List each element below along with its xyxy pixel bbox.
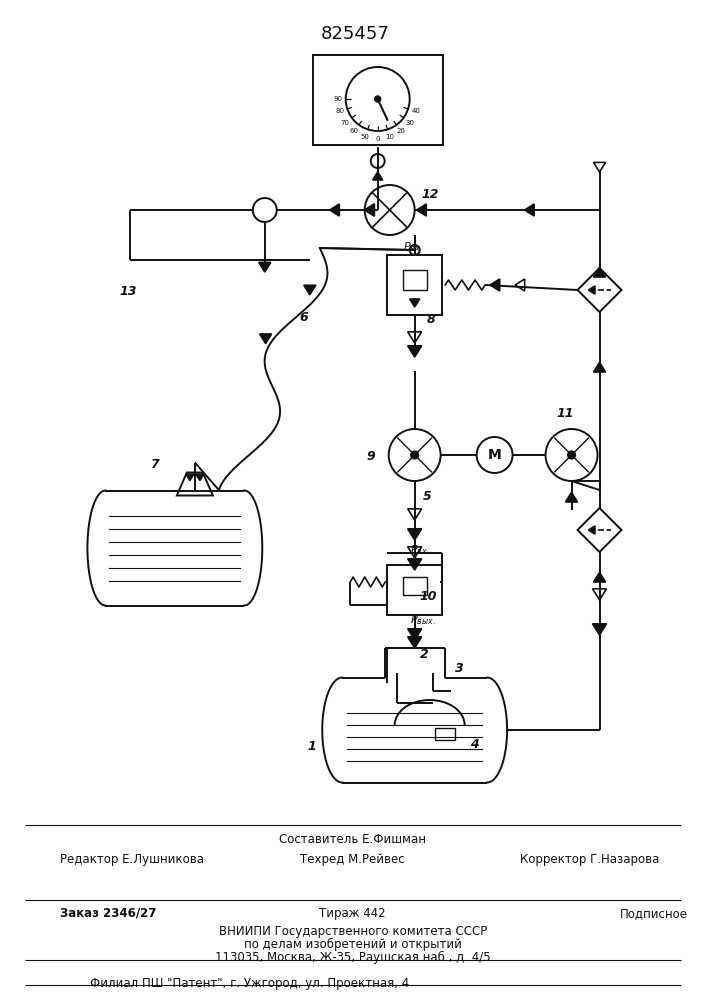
Text: $P_{вх.}$: $P_{вх.}$: [409, 543, 429, 557]
Polygon shape: [592, 624, 607, 635]
Text: 13: 13: [120, 285, 137, 298]
Bar: [387, 565, 442, 615]
Polygon shape: [304, 285, 316, 295]
Polygon shape: [490, 279, 500, 291]
Text: Заказ 2346/27: Заказ 2346/27: [60, 907, 156, 920]
Polygon shape: [592, 589, 607, 600]
Text: Составитель Е.Фишман: Составитель Е.Фишман: [279, 833, 426, 846]
Text: 10: 10: [385, 134, 395, 140]
Polygon shape: [196, 474, 204, 481]
Polygon shape: [578, 268, 621, 312]
Text: 11: 11: [556, 407, 574, 420]
Polygon shape: [408, 529, 421, 540]
Polygon shape: [177, 473, 213, 495]
Polygon shape: [408, 629, 421, 640]
Text: 4: 4: [469, 738, 479, 751]
Text: 30: 30: [406, 120, 414, 126]
Text: Подписное: Подписное: [619, 907, 687, 920]
Text: 50: 50: [361, 134, 370, 140]
Text: по делам изобретений и открытий: по делам изобретений и открытий: [244, 938, 462, 951]
Text: 60: 60: [350, 128, 358, 134]
Text: Техред М.Рейвес: Техред М.Рейвес: [300, 853, 405, 866]
Text: 825457: 825457: [320, 25, 389, 43]
Polygon shape: [186, 474, 194, 481]
Polygon shape: [588, 526, 595, 534]
Text: Корректор Г.Назарова: Корректор Г.Назарова: [520, 853, 660, 866]
Polygon shape: [408, 547, 421, 558]
Text: 0: 0: [375, 136, 380, 142]
Polygon shape: [593, 572, 605, 582]
Polygon shape: [515, 279, 525, 291]
Polygon shape: [408, 637, 421, 648]
Bar: [312, 55, 443, 145]
Polygon shape: [408, 509, 421, 520]
Polygon shape: [593, 267, 605, 277]
Text: $P_{вых.}$: $P_{вых.}$: [409, 613, 436, 627]
Text: 7: 7: [150, 458, 158, 471]
Polygon shape: [525, 204, 534, 216]
Polygon shape: [373, 172, 382, 180]
Polygon shape: [593, 162, 605, 172]
Bar: [387, 255, 442, 315]
Text: 3: 3: [455, 662, 463, 676]
Text: 12: 12: [421, 188, 439, 201]
Text: ВНИИПИ Государственного комитета СССР: ВНИИПИ Государственного комитета СССР: [218, 925, 487, 938]
Polygon shape: [408, 332, 421, 343]
Text: Филиал ПШ "Патент", г. Ужгород, ул. Проектная, 4: Филиал ПШ "Патент", г. Ужгород, ул. Прое…: [90, 977, 409, 990]
Text: 40: 40: [411, 108, 420, 114]
Text: 113035, Москва, Ж-35, Раушская наб., д. 4/5: 113035, Москва, Ж-35, Раушская наб., д. …: [215, 951, 491, 964]
Polygon shape: [593, 362, 605, 372]
Polygon shape: [329, 204, 339, 216]
Polygon shape: [365, 204, 374, 216]
Circle shape: [375, 96, 380, 102]
Text: Тираж 442: Тираж 442: [320, 907, 386, 920]
Text: 2: 2: [420, 648, 428, 660]
Text: M: M: [488, 448, 501, 462]
Text: 1: 1: [308, 740, 316, 753]
Text: 9: 9: [367, 450, 375, 463]
Polygon shape: [566, 492, 578, 502]
Circle shape: [411, 451, 419, 459]
Text: 10: 10: [420, 590, 437, 603]
Text: 5: 5: [423, 490, 431, 503]
Polygon shape: [588, 286, 595, 294]
Text: Редактор Е.Лушникова: Редактор Е.Лушникова: [60, 853, 204, 866]
Circle shape: [568, 451, 575, 459]
Bar: [435, 728, 455, 740]
Text: 6: 6: [300, 311, 308, 324]
Polygon shape: [578, 508, 621, 552]
Polygon shape: [408, 559, 421, 570]
Text: $P_{вх.}$: $P_{вх.}$: [403, 240, 422, 254]
Text: 90: 90: [333, 96, 342, 102]
Polygon shape: [365, 204, 374, 216]
Bar: [403, 270, 426, 290]
Text: 70: 70: [341, 120, 350, 126]
Polygon shape: [259, 334, 271, 344]
Polygon shape: [408, 346, 421, 357]
Polygon shape: [409, 299, 420, 307]
Polygon shape: [259, 262, 271, 272]
Text: 80: 80: [335, 108, 344, 114]
Text: 8: 8: [426, 313, 436, 326]
Text: 20: 20: [397, 128, 406, 134]
Polygon shape: [416, 204, 426, 216]
Bar: [403, 577, 426, 595]
